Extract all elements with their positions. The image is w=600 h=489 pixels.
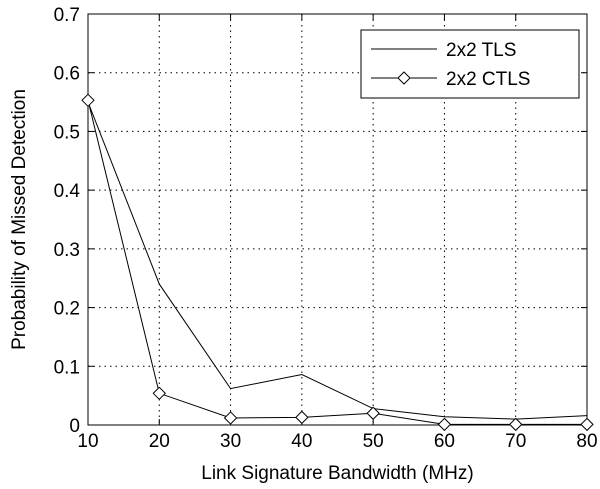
plot-frame: [87, 13, 588, 426]
y-tick-label: 0: [69, 416, 80, 437]
legend-box: [360, 29, 580, 99]
data-point-ctls: [295, 410, 309, 425]
x-axis-title: Link Signature Bandwidth (MHz): [201, 463, 473, 484]
x-tick-label: 80: [576, 431, 597, 452]
data-point-ctls: [509, 417, 523, 432]
x-tick-label: 50: [363, 431, 384, 452]
legend-label-ctls: 2x2 CTLS: [446, 69, 530, 90]
series-line-tls: [87, 101, 588, 420]
x-tick-label: 70: [505, 431, 526, 452]
data-point-ctls: [366, 406, 380, 420]
y-tick-label: 0.1: [54, 357, 80, 378]
x-tick-labels: 10 20 30 40 50 60 70 80: [77, 431, 597, 452]
y-tick-label: 0.3: [54, 240, 80, 261]
x-tick-label: 10: [77, 431, 98, 452]
y-tick-label: 0.5: [54, 122, 80, 143]
y-axis-title: Probability of Missed Detection: [9, 89, 30, 350]
x-tick-label: 60: [434, 431, 455, 452]
y-tick-labels: 0 0.1 0.2 0.3 0.4 0.5 0.6 0.7: [54, 5, 81, 437]
series-line-ctls: [87, 100, 587, 425]
data-point-ctls: [152, 386, 166, 401]
y-tick-label: 0.4: [54, 181, 81, 202]
y-tick-label: 0.2: [54, 299, 80, 320]
grid: [88, 14, 587, 425]
x-tick-label: 30: [220, 431, 241, 452]
data-point-ctls: [223, 411, 238, 425]
series: [81, 93, 594, 432]
x-tick-label: 20: [149, 431, 170, 452]
y-tick-label: 0.7: [54, 5, 80, 26]
x-tick-label: 40: [291, 431, 312, 452]
legend-label-tls: 2x2 TLS: [446, 40, 516, 61]
legend-marker-ctls: [397, 71, 411, 85]
legend: 2x2 TLS 2x2 CTLS: [360, 29, 580, 99]
data-point-ctls: [81, 93, 95, 108]
y-tick-label: 0.6: [54, 64, 80, 85]
data-point-ctls: [580, 417, 594, 432]
data-point-ctls: [437, 417, 452, 432]
